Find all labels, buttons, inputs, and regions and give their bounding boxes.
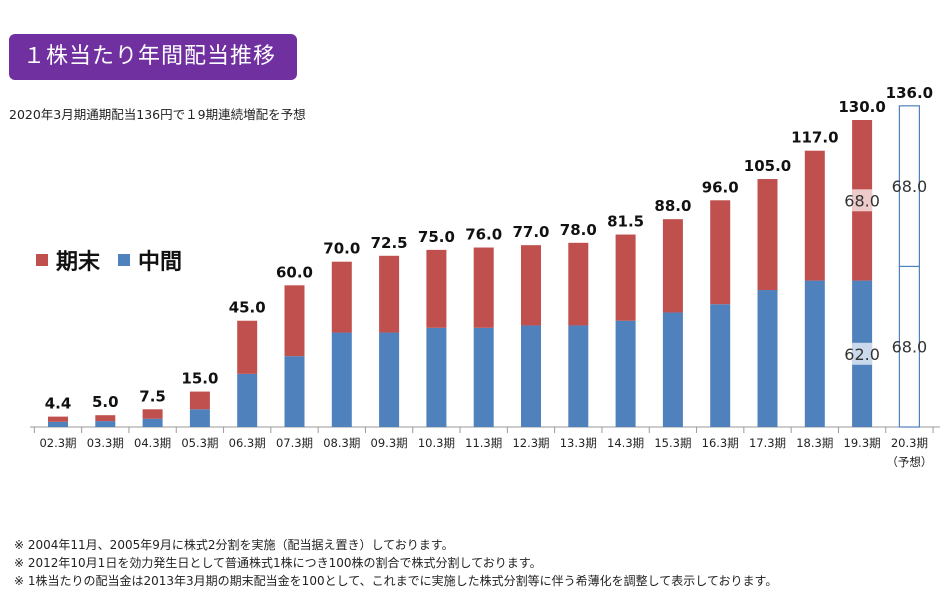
bar-segment-kimatsu	[662, 219, 683, 313]
bar-segment-chukan	[48, 421, 68, 427]
x-tick-label: 14.3期	[607, 436, 644, 450]
data-label-total: 70.0	[323, 240, 360, 258]
bar-segment-chukan	[426, 327, 447, 427]
bar-segment-chukan	[237, 373, 258, 427]
x-tick-label: 20.3期	[891, 436, 928, 450]
x-tick-label: 08.3期	[323, 436, 360, 450]
data-label-total: 96.0	[702, 178, 739, 196]
bar-segment-kimatsu	[426, 249, 447, 328]
data-label-total: 72.5	[371, 234, 408, 252]
bar-segment-chukan	[379, 332, 400, 427]
bar-segment-kimatsu	[710, 200, 731, 305]
data-label-total: 130.0	[838, 98, 885, 116]
segment-label-backdrop	[852, 189, 873, 212]
x-tick-label: 17.3期	[749, 436, 786, 450]
segment-value-label: 68.0	[892, 177, 928, 196]
x-tick-label: 04.3期	[134, 436, 171, 450]
bar-segment-kimatsu	[237, 320, 258, 374]
bar-segment-kimatsu	[48, 416, 68, 422]
bar-segment-chukan	[142, 418, 163, 427]
chart-subtitle: 2020年3月期通期配当136円で１9期連続増配を予想	[9, 107, 306, 122]
bar-segment-kimatsu	[898, 105, 921, 268]
x-tick-label: 02.3期	[39, 436, 76, 450]
bar-segment-kimatsu	[379, 255, 400, 333]
footnotes: ※ 2004年11月、2005年9月に株式2分割を実施（配当据え置き）しておりま…	[14, 536, 777, 590]
x-tick-label: 18.3期	[796, 436, 833, 450]
segment-value-label: 68.0	[892, 338, 928, 357]
bar-segment-kimatsu	[95, 415, 116, 422]
bar-segment-chukan	[615, 320, 636, 427]
legend-label-kimatsu: 期末	[56, 250, 101, 275]
data-label-total: 60.0	[276, 263, 313, 281]
bar-segment-kimatsu	[568, 242, 589, 326]
bar-segment-chukan	[804, 280, 825, 427]
bar-segment-chukan	[95, 421, 116, 427]
x-tick-label: 03.3期	[87, 436, 124, 450]
data-label-total: 88.0	[654, 197, 691, 215]
data-label-total: 117.0	[791, 129, 838, 147]
bar-segment-kimatsu	[521, 245, 541, 326]
data-label-total: 81.5	[607, 213, 644, 231]
segment-value-label: 68.0	[844, 191, 880, 210]
segment-value-label: 62.0	[844, 345, 880, 364]
bar-segment-kimatsu	[189, 391, 210, 410]
legend: 期末 中間	[36, 244, 200, 276]
x-tick-label: 13.3期	[560, 436, 597, 450]
bar-segment-chukan	[473, 327, 494, 427]
chart-title: １株当たり年間配当推移	[9, 34, 297, 80]
bar-segment-kimatsu	[757, 179, 778, 291]
data-label-total: 5.0	[92, 393, 119, 411]
bar-segment-kimatsu	[142, 409, 163, 419]
x-tick-label: 07.3期	[276, 436, 313, 450]
footnote-2: ※ 2012年10月1日を効力発生日として普通株式1株につき100株の割合で株式…	[14, 556, 542, 570]
legend-swatch-kimatsu	[36, 254, 48, 266]
bar-segment-chukan	[284, 356, 305, 427]
x-tick-label: 06.3期	[229, 436, 266, 450]
data-label-total: 105.0	[744, 157, 791, 175]
segment-label-backdrop	[852, 342, 873, 365]
legend-swatch-chukan	[118, 254, 131, 266]
bar-segment-kimatsu	[284, 285, 305, 357]
x-tick-label: 09.3期	[371, 436, 408, 450]
data-label-total: 78.0	[560, 221, 597, 239]
bar-segment-chukan	[331, 332, 352, 427]
bar-segment-chukan	[568, 325, 589, 427]
x-tick-label: 19.3期	[844, 436, 881, 450]
x-tick-label: 05.3期	[181, 436, 218, 450]
data-label-total: 45.0	[229, 299, 266, 317]
legend-label-chukan: 中間	[138, 250, 183, 275]
x-tick-label: 12.3期	[512, 436, 549, 450]
bar-segment-chukan	[757, 290, 778, 427]
legend-item-kimatsu: 期末	[36, 244, 100, 276]
bar-segment-kimatsu	[473, 247, 494, 328]
x-tick-label: 10.3期	[418, 436, 455, 450]
data-label-total: 76.0	[465, 226, 502, 244]
forecast-note: （予想）	[886, 455, 932, 469]
data-label-total: 136.0	[886, 84, 933, 102]
bar-segment-kimatsu	[331, 261, 352, 333]
x-tick-label: 16.3期	[702, 436, 739, 450]
legend-item-chukan: 中間	[118, 244, 182, 276]
bar-segment-kimatsu	[804, 150, 825, 281]
x-tick-label: 11.3期	[465, 436, 502, 450]
footnote-1: ※ 2004年11月、2005年9月に株式2分割を実施（配当据え置き）しておりま…	[14, 538, 454, 552]
bar-segment-chukan	[710, 304, 731, 427]
data-label-total: 7.5	[139, 387, 166, 405]
bar-segment-chukan	[662, 312, 683, 427]
bar-segment-chukan	[189, 409, 210, 427]
x-tick-label: 15.3期	[654, 436, 691, 450]
bar-segment-chukan	[521, 325, 541, 427]
data-label-total: 77.0	[512, 223, 549, 241]
data-label-total: 4.4	[45, 395, 72, 413]
bar-segment-kimatsu	[615, 234, 636, 321]
footnote-3: ※ 1株当たりの配当金は2013年3月期の期末配当金を100として、これまでに実…	[14, 574, 778, 588]
data-label-total: 15.0	[181, 370, 218, 388]
data-label-total: 75.0	[418, 228, 455, 246]
